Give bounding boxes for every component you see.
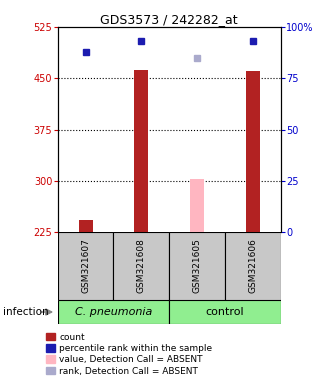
Text: GSM321608: GSM321608 [137, 238, 146, 293]
Bar [79, 220, 92, 232]
Bar [190, 179, 204, 232]
Bar [134, 70, 148, 232]
Bar [246, 71, 260, 232]
Bar [225, 232, 280, 300]
Text: infection: infection [3, 307, 49, 317]
Text: control: control [206, 307, 244, 317]
Bar [58, 232, 114, 300]
Legend: count, percentile rank within the sample, value, Detection Call = ABSENT, rank, : count, percentile rank within the sample… [46, 333, 213, 376]
Bar [114, 232, 169, 300]
Bar [169, 232, 225, 300]
Title: GDS3573 / 242282_at: GDS3573 / 242282_at [100, 13, 238, 26]
Text: GSM321605: GSM321605 [192, 238, 202, 293]
Text: C. pneumonia: C. pneumonia [75, 307, 152, 317]
Bar [169, 300, 280, 324]
Bar [58, 300, 169, 324]
Text: GSM321606: GSM321606 [248, 238, 257, 293]
Text: GSM321607: GSM321607 [81, 238, 90, 293]
